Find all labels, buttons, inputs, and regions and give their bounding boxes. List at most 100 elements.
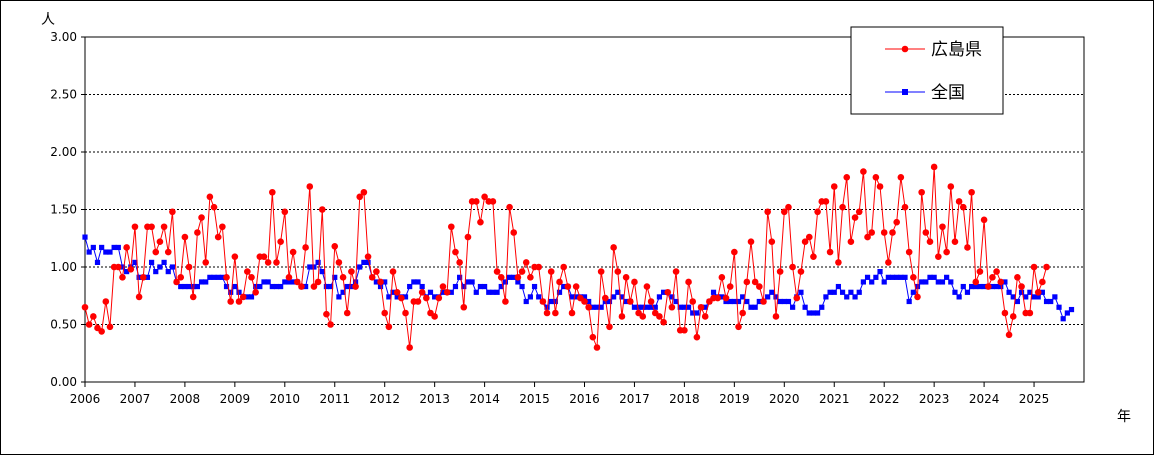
- data-point: [723, 298, 729, 305]
- data-point: [785, 298, 792, 305]
- data-point: [656, 294, 663, 300]
- data-point: [323, 310, 330, 318]
- data-point: [452, 283, 459, 290]
- data-point: [198, 214, 205, 221]
- data-point: [943, 248, 950, 256]
- data-point: [253, 283, 259, 290]
- data-point: [339, 274, 347, 281]
- data-point: [248, 274, 255, 281]
- data-point: [111, 244, 117, 251]
- data-point: [190, 283, 196, 290]
- data-point: [964, 244, 971, 251]
- data-point: [997, 278, 1005, 286]
- data-point: [536, 294, 542, 300]
- data-point: [515, 279, 521, 285]
- data-point: [931, 274, 937, 280]
- data-point: [735, 298, 742, 305]
- data-point: [944, 274, 950, 280]
- data-point: [82, 234, 88, 240]
- data-point: [278, 283, 284, 290]
- data-point: [202, 259, 210, 266]
- data-point: [414, 298, 422, 305]
- data-point: [152, 248, 160, 256]
- data-point: [164, 248, 172, 256]
- data-point: [843, 174, 851, 181]
- data-point: [181, 233, 189, 241]
- data-point: [685, 278, 692, 286]
- data-point: [102, 298, 110, 305]
- data-point: [228, 289, 234, 295]
- data-point: [1010, 294, 1016, 300]
- x-tick-label: 2024: [969, 392, 1000, 406]
- data-point: [856, 289, 862, 295]
- data-point: [1060, 316, 1066, 322]
- data-point: [518, 268, 526, 275]
- data-point: [847, 238, 855, 245]
- data-point: [781, 298, 787, 305]
- data-point: [477, 218, 484, 226]
- data-point: [690, 310, 696, 316]
- data-point: [285, 274, 293, 281]
- data-point: [1039, 278, 1046, 286]
- data-point: [586, 298, 592, 305]
- data-point: [622, 274, 630, 281]
- y-tick-label: 2.50: [50, 88, 77, 102]
- data-point: [640, 304, 646, 310]
- data-point: [894, 274, 900, 280]
- data-point: [727, 298, 733, 305]
- data-point: [618, 313, 626, 320]
- data-point: [269, 188, 276, 196]
- data-point: [94, 259, 101, 265]
- data-point: [273, 283, 280, 290]
- data-point: [1009, 313, 1017, 320]
- data-point: [119, 264, 126, 270]
- data-point: [668, 303, 676, 311]
- data-point: [439, 283, 447, 290]
- data-point: [594, 304, 600, 310]
- data-point: [619, 294, 625, 300]
- data-point: [552, 309, 559, 317]
- data-point: [802, 304, 808, 310]
- data-point: [773, 294, 779, 300]
- data-point: [831, 289, 837, 295]
- data-point: [719, 294, 725, 300]
- data-point: [568, 309, 576, 317]
- data-point: [743, 278, 751, 286]
- data-point: [1035, 294, 1041, 300]
- y-tick-label: 0.00: [50, 375, 77, 389]
- data-point: [481, 193, 488, 201]
- data-point: [959, 203, 967, 211]
- data-point: [418, 289, 426, 296]
- axes: 0.00 0.50 1.00 1.50 2.00 2.50 3.00 2006 2007 2008…: [50, 30, 1049, 406]
- data-point: [135, 293, 143, 301]
- data-point: [597, 268, 605, 275]
- data-point: [90, 244, 96, 251]
- data-point: [402, 309, 409, 317]
- data-point: [356, 193, 364, 201]
- data-point: [519, 283, 525, 290]
- data-point: [264, 259, 272, 266]
- data-point: [964, 289, 971, 295]
- legend: 広島県 全国: [850, 26, 1004, 115]
- data-point: [697, 303, 705, 311]
- data-point: [614, 268, 622, 275]
- data-point: [273, 259, 280, 266]
- data-point: [132, 259, 138, 265]
- data-point: [327, 321, 334, 328]
- data-point: [260, 253, 268, 260]
- data-point: [740, 294, 746, 300]
- data-point: [652, 304, 658, 310]
- data-point: [769, 289, 775, 295]
- data-point: [893, 218, 900, 226]
- data-point: [149, 259, 155, 265]
- x-tick-label: 2009: [220, 392, 251, 406]
- data-point: [731, 248, 738, 256]
- data-point: [210, 203, 218, 211]
- data-point: [527, 274, 534, 281]
- data-point: [694, 310, 700, 316]
- data-point: [103, 249, 109, 255]
- data-point: [623, 298, 629, 305]
- data-point: [348, 268, 355, 275]
- data-point: [726, 283, 734, 290]
- data-point: [543, 309, 551, 317]
